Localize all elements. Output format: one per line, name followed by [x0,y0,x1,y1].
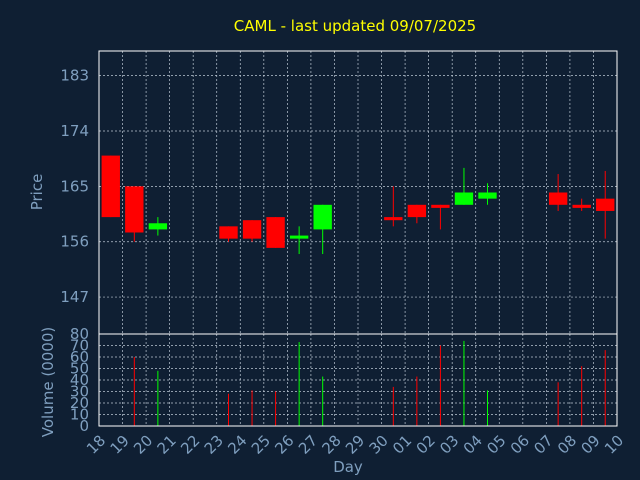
candle-body [266,217,285,248]
candle-body [572,204,591,208]
candle-body [313,204,332,230]
volume-y-tick: 0 [79,417,89,435]
volume-y-tick: 70 [70,337,89,355]
volume-panel-frame [98,333,618,427]
candle-body [219,226,238,239]
volume-axis-label: Volume (0000) [39,327,57,437]
candle-body [431,204,450,208]
candle-body [148,223,168,230]
x-tick-labels: 1819202122232425262728293001020304050607… [83,432,627,458]
volume-y-tick: 30 [70,383,89,401]
candle-body [548,192,568,205]
price-y-tick-labels: 147 156 165 174 183 [60,67,89,306]
price-y-tick: 183 [60,67,89,85]
volume-grid [99,334,617,426]
price-candles [101,155,615,255]
volume-y-tick: 40 [70,371,89,389]
candle-body [454,192,474,205]
volume-y-tick: 60 [70,348,89,366]
candle-body [101,155,120,218]
price-y-tick: 156 [60,233,89,251]
volume-y-tick: 20 [70,394,89,412]
x-axis-label: Day [333,458,363,476]
chart-title: CAML - last updated 09/07/2025 [234,17,476,35]
price-y-tick: 174 [60,122,89,140]
candle-body [407,204,427,218]
candle-body [478,192,497,199]
volume-y-tick: 80 [70,325,89,343]
volume-y-tick: 50 [70,360,89,378]
price-y-tick: 165 [60,177,89,195]
candle-body [596,198,615,211]
candle-body [125,186,144,233]
price-y-tick: 147 [60,288,89,306]
candle-body [384,217,403,221]
candle-body [289,235,309,239]
volume-bars [133,340,606,426]
volume-y-tick: 10 [70,406,89,424]
candle-body [242,220,262,239]
price-axis-label: Price [28,174,46,211]
price-grid [99,51,617,334]
